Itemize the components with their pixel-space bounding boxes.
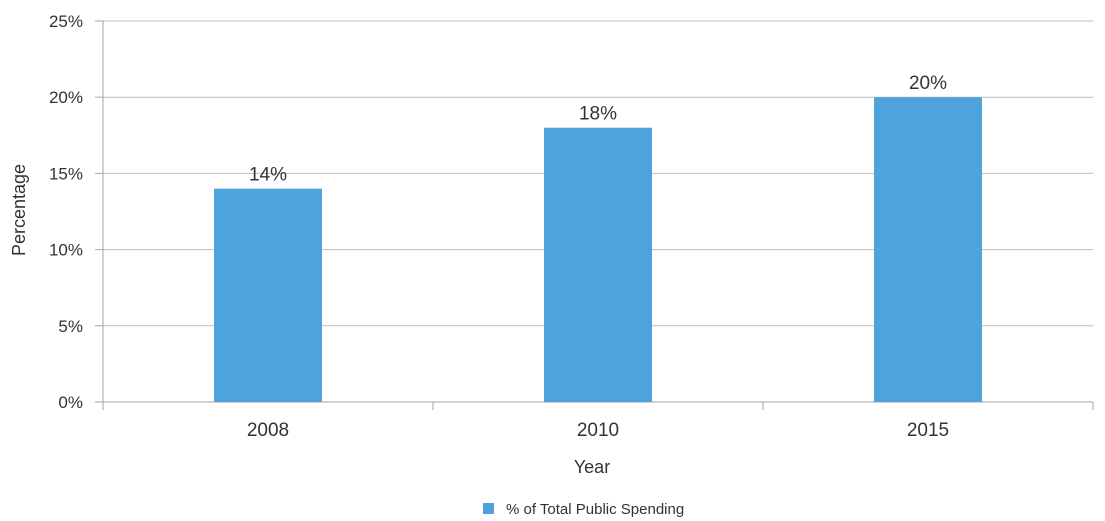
y-tick-label: 25% [49,12,83,31]
x-tick-label: 2008 [247,420,289,441]
y-axis-title: Percentage [9,164,29,256]
legend: % of Total Public Spending [483,501,684,518]
y-tick-label: 0% [58,393,83,412]
y-tick-label: 15% [49,164,83,183]
y-axis-ticks: 0% 5% 10% 15% 20% 25% [49,12,103,412]
x-axis-title: Year [574,457,610,477]
y-tick-label: 10% [49,241,83,260]
y-tick-label: 5% [58,317,83,336]
x-tick-label: 2015 [907,420,949,441]
legend-swatch [483,503,494,514]
bar-2008 [214,188,322,402]
data-label-2008: 14% [249,165,287,186]
data-labels: 14% 18% 20% [249,73,947,185]
bars [214,97,982,403]
bar-2015 [874,97,982,402]
data-label-2015: 20% [909,73,947,94]
x-tick-label: 2010 [577,420,619,441]
x-axis-ticks: 2008 2010 2015 [102,402,1094,441]
legend-label: % of Total Public Spending [506,501,684,518]
bar-2010 [544,127,652,403]
data-label-2010: 18% [579,104,617,125]
y-tick-label: 20% [49,88,83,107]
